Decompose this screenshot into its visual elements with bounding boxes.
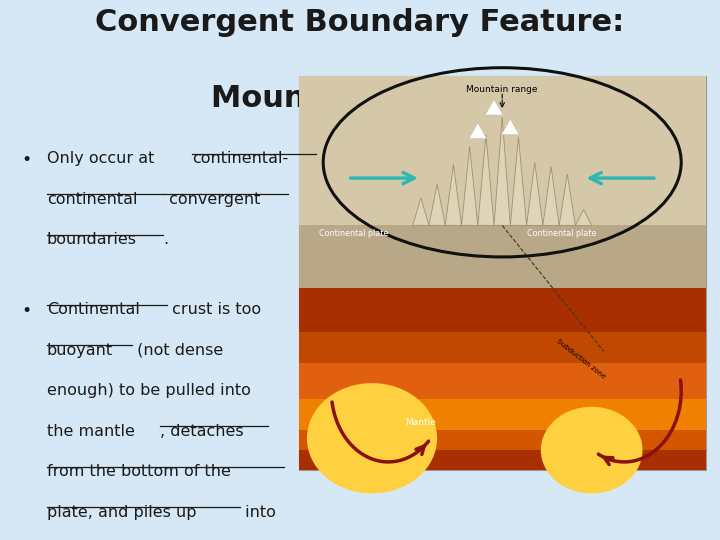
- Bar: [299, 76, 706, 288]
- Text: .: .: [163, 232, 168, 247]
- Text: Convergent Boundary Feature:: Convergent Boundary Feature:: [95, 8, 625, 37]
- Text: into: into: [240, 505, 276, 520]
- Text: continental: continental: [47, 192, 138, 207]
- Text: the mantle: the mantle: [47, 424, 135, 439]
- Polygon shape: [469, 123, 487, 139]
- Text: Continental: Continental: [47, 302, 140, 318]
- Text: •: •: [22, 302, 32, 320]
- Text: enough) to be pulled into: enough) to be pulled into: [47, 383, 251, 399]
- Text: from the bottom of the: from the bottom of the: [47, 464, 230, 480]
- Text: crust is too: crust is too: [166, 302, 261, 318]
- Text: boundaries: boundaries: [47, 232, 137, 247]
- Text: continental-: continental-: [192, 151, 288, 166]
- Polygon shape: [485, 99, 503, 115]
- Text: Continental plate: Continental plate: [526, 229, 596, 238]
- Text: plate, and piles up: plate, and piles up: [47, 505, 197, 520]
- Bar: [299, 391, 706, 430]
- Text: Continental plate: Continental plate: [319, 229, 389, 238]
- Ellipse shape: [307, 383, 437, 494]
- Text: •: •: [22, 151, 32, 169]
- Text: Subduction zone: Subduction zone: [555, 339, 606, 380]
- Text: buoyant: buoyant: [47, 343, 113, 358]
- Text: Mountain Ranges: Mountain Ranges: [211, 84, 509, 113]
- Bar: [299, 352, 706, 399]
- Bar: [299, 76, 706, 225]
- Text: convergent: convergent: [163, 192, 260, 207]
- Text: , detaches: , detaches: [160, 424, 244, 439]
- Text: (not dense: (not dense: [132, 343, 223, 358]
- Ellipse shape: [541, 407, 642, 494]
- Text: Mountain range: Mountain range: [467, 85, 538, 94]
- Bar: [299, 332, 706, 363]
- Bar: [299, 379, 706, 450]
- Bar: [299, 76, 706, 470]
- Polygon shape: [413, 117, 592, 225]
- Text: Mantle: Mantle: [405, 418, 436, 427]
- Bar: [299, 288, 706, 470]
- Polygon shape: [501, 119, 519, 135]
- Text: Only occur at: Only occur at: [47, 151, 159, 166]
